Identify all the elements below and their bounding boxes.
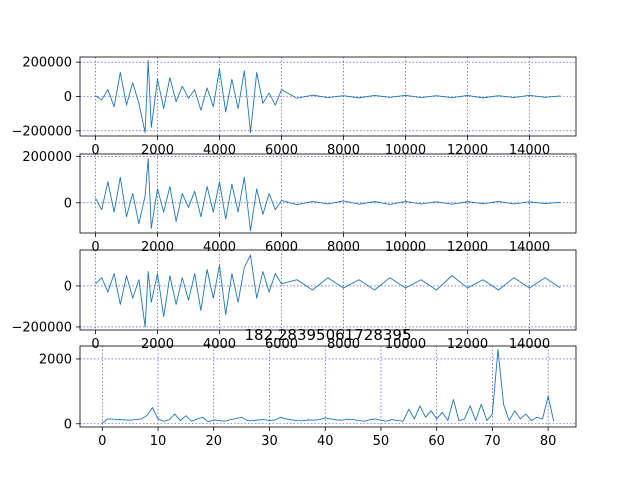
y-tick-label: 200000 xyxy=(22,56,72,71)
x-tick-label: 2000 xyxy=(141,240,174,255)
x-tick-label: 40 xyxy=(317,434,334,449)
x-tick-label: 70 xyxy=(484,434,501,449)
x-tick-label: 10000 xyxy=(385,240,426,255)
x-tick-label: 10000 xyxy=(385,143,426,158)
axes-frame xyxy=(79,249,577,331)
x-tick-label: 8000 xyxy=(327,143,360,158)
x-tick-label: 60 xyxy=(428,434,445,449)
x-tick-label: 8000 xyxy=(327,240,360,255)
x-tick-label: 80 xyxy=(540,434,557,449)
y-tick-label: 0 xyxy=(64,90,72,105)
y-tick-label: −200000 xyxy=(11,320,72,335)
x-tick-label: 0 xyxy=(91,337,99,352)
x-tick-label: 12000 xyxy=(447,337,488,352)
x-tick-label: 6000 xyxy=(265,143,298,158)
subplot-1: 0 2000 4000 6000 8000 10000 12000 14000 −200000 0… xyxy=(11,56,577,158)
x-tick-label: 14000 xyxy=(509,240,550,255)
x-tick-label: 4000 xyxy=(203,337,236,352)
x-tick-label: 12000 xyxy=(447,240,488,255)
x-tick-label: 4000 xyxy=(203,240,236,255)
x-tick-label: 8000 xyxy=(327,337,360,352)
y-tick-label: 2000 xyxy=(39,352,72,367)
y-tick-label: 0 xyxy=(64,196,72,211)
x-tick-label: 10 xyxy=(150,434,167,449)
x-tick-label: 0 xyxy=(91,240,99,255)
series-line-1 xyxy=(95,59,561,134)
x-tick-label: 4000 xyxy=(203,143,236,158)
x-tick-label: 14000 xyxy=(509,337,550,352)
series-line-1 xyxy=(102,348,555,424)
subplot-3: 0 2000 4000 6000 8000 10000 12000 14000 −200000 0 xyxy=(11,249,577,352)
x-tick-label: 6000 xyxy=(265,240,298,255)
y-tick-label: −200000 xyxy=(11,124,72,139)
series-line-1 xyxy=(95,158,561,232)
x-tick-label: 50 xyxy=(373,434,390,449)
x-tick-label: 12000 xyxy=(447,143,488,158)
x-tick-label: 2000 xyxy=(141,337,174,352)
x-tick-label: 6000 xyxy=(265,337,298,352)
subplot-2: 0 2000 4000 6000 8000 10000 12000 14000 0 200000 xyxy=(22,150,577,255)
chart-title: 182.28395061728395 xyxy=(244,326,411,344)
x-tick-label: 0 xyxy=(91,143,99,158)
y-tick-label: 0 xyxy=(64,279,72,294)
y-tick-label: 200000 xyxy=(22,150,72,165)
axes-frame xyxy=(79,345,577,428)
subplot-4: 0 10 20 30 40 50 60 70 80 0 2000 182.28395061728395 xyxy=(39,326,577,449)
y-tick-label: 0 xyxy=(64,417,72,432)
series-line-1 xyxy=(95,254,561,328)
x-tick-label: 14000 xyxy=(509,143,550,158)
x-tick-label: 10000 xyxy=(385,337,426,352)
x-tick-label: 0 xyxy=(98,434,106,449)
x-tick-label: 20 xyxy=(205,434,222,449)
x-tick-label: 30 xyxy=(261,434,278,449)
x-tick-label: 2000 xyxy=(141,143,174,158)
axes-frame xyxy=(79,153,577,234)
